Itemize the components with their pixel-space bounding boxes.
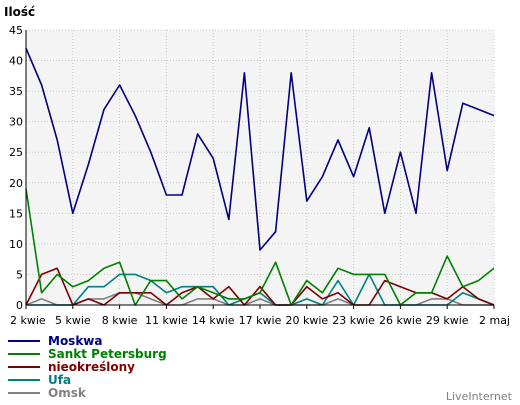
legend-label: Omsk bbox=[48, 386, 87, 400]
x-tick-label: 26 kwie bbox=[379, 314, 422, 327]
x-tick-label: 8 kwie bbox=[102, 314, 138, 327]
y-axis-label: Ilość bbox=[4, 5, 35, 19]
x-tick-label: 20 kwie bbox=[285, 314, 328, 327]
y-tick-label: 30 bbox=[9, 116, 23, 129]
y-tick-label: 35 bbox=[9, 85, 23, 98]
legend-label: nieokreślony bbox=[48, 360, 135, 374]
x-tick-label: 2 kwie bbox=[10, 314, 46, 327]
y-tick-label: 15 bbox=[9, 207, 23, 220]
axes bbox=[25, 30, 494, 306]
y-tick-labels: 0 5 10 15 20 25 30 35 40 45 bbox=[9, 24, 23, 312]
x-tick-label: 17 kwie bbox=[239, 314, 282, 327]
x-tick-label: 2 maj bbox=[479, 314, 510, 327]
x-tick-label: 23 kwie bbox=[332, 314, 375, 327]
y-tick-label: 10 bbox=[9, 238, 23, 251]
x-tick-label: 14 kwie bbox=[192, 314, 235, 327]
series-line-sankt-petersburg bbox=[25, 188, 495, 306]
y-tick-label: 40 bbox=[9, 55, 23, 68]
y-tick-label: 45 bbox=[9, 24, 23, 37]
x-tick-label: 5 kwie bbox=[55, 314, 91, 327]
brand-label: LiveInternet bbox=[446, 390, 513, 403]
plot-area bbox=[26, 30, 494, 305]
legend-label: Moskwa bbox=[48, 334, 103, 348]
x-tick-label: 11 kwie bbox=[145, 314, 188, 327]
x-tick-label: 29 kwie bbox=[426, 314, 469, 327]
legend-label: Ufa bbox=[48, 373, 71, 387]
series-line-moskwa bbox=[25, 47, 495, 251]
legend-label: Sankt Petersburg bbox=[48, 347, 167, 361]
x-tick-labels: 2 kwie 5 kwie 8 kwie 11 kwie 14 kwie 17 kwie 2… bbox=[10, 305, 510, 327]
y-tick-label: 25 bbox=[9, 146, 23, 159]
y-tick-label: 0 bbox=[16, 299, 23, 312]
y-tick-label: 5 bbox=[16, 268, 23, 281]
y-tick-label: 20 bbox=[9, 177, 23, 190]
